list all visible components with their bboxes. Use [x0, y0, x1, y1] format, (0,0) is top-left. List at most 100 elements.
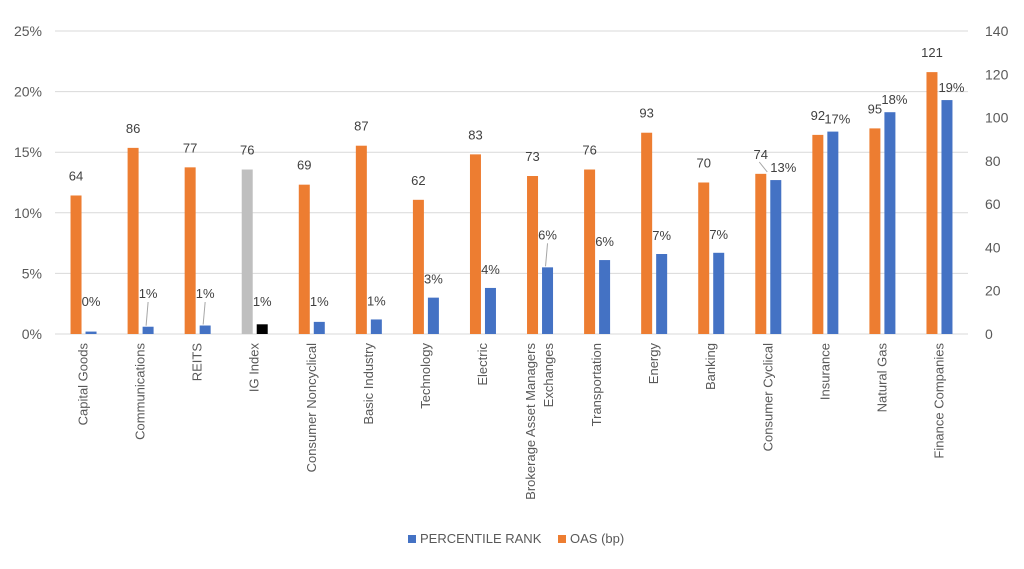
oas-bar — [469, 154, 481, 334]
oas-bar — [527, 176, 539, 334]
percentile-rank-bar — [370, 319, 382, 334]
percentile-rank-bar — [713, 252, 725, 334]
percentile-rank-data-label: 19% — [938, 80, 964, 95]
legend-label: PERCENTILE RANK — [420, 531, 542, 546]
legend-label: OAS (bp) — [570, 531, 624, 546]
category-label: Finance Companies — [931, 343, 946, 459]
category-label: Brokerage Asset Managers — [523, 343, 538, 500]
oas-bar — [812, 134, 824, 334]
percentile-rank-data-label: 1% — [310, 294, 329, 309]
percentile-rank-bar — [941, 100, 953, 334]
oas-bar — [70, 195, 82, 334]
percentile-rank-bar — [542, 267, 554, 334]
right-axis-tick-label: 120 — [985, 66, 1009, 82]
percentile-rank-bar — [142, 326, 154, 334]
oas-data-label: 74 — [754, 147, 768, 162]
percentile-rank-data-label: 1% — [139, 286, 158, 301]
category-label: REITS — [190, 343, 205, 382]
percentile-rank-bar — [313, 321, 325, 334]
category-label: Insurance — [817, 343, 832, 400]
oas-data-label: 76 — [240, 143, 254, 158]
percentile-rank-data-label: 7% — [652, 228, 671, 243]
category-label: IG Index — [247, 343, 262, 393]
category-label: Communications — [133, 343, 148, 440]
percentile-rank-data-label: 1% — [196, 286, 215, 301]
right-axis-tick-label: 0 — [985, 326, 993, 342]
oas-bar — [355, 145, 367, 334]
oas-data-label: 93 — [639, 106, 653, 121]
right-axis-tick-label: 40 — [985, 239, 1001, 255]
legend-swatch — [408, 535, 416, 543]
oas-bar — [926, 72, 938, 334]
percentile-rank-bar — [599, 260, 611, 334]
percentile-rank-bar — [256, 324, 268, 334]
oas-data-label: 69 — [297, 158, 311, 173]
right-axis-tick-label: 20 — [985, 283, 1001, 299]
oas-bar — [127, 147, 139, 334]
left-axis-tick-label: 20% — [14, 84, 42, 100]
percentile-rank-data-label: 6% — [538, 227, 557, 242]
percentile-rank-bar — [884, 112, 896, 334]
data-label-leader-line — [145, 301, 149, 326]
oas-data-label: 95 — [868, 101, 882, 116]
oas-bar — [184, 167, 196, 334]
oas-bar — [698, 182, 710, 334]
percentile-rank-data-label: 0% — [82, 294, 101, 309]
oas-data-label: 73 — [525, 149, 539, 164]
left-axis-tick-label: 15% — [14, 144, 42, 160]
left-axis-tick-label: 10% — [14, 205, 42, 221]
percentile-rank-data-label: 18% — [881, 92, 907, 107]
percentile-rank-data-label: 6% — [595, 234, 614, 249]
oas-data-label: 64 — [69, 168, 83, 183]
oas-data-label: 87 — [354, 119, 368, 134]
category-label: Exchanges — [541, 343, 556, 408]
category-label: Technology — [418, 343, 433, 409]
oas-bar — [241, 169, 253, 334]
oas-bar — [298, 184, 310, 334]
percentile-rank-data-label: 3% — [424, 272, 443, 287]
left-axis-tick-label: 25% — [14, 23, 42, 39]
category-label: Energy — [646, 343, 661, 385]
category-label: Consumer Noncyclical — [304, 343, 319, 472]
percentile-rank-bar — [484, 287, 496, 334]
category-label: Basic Industry — [361, 343, 376, 425]
left-axis-tick-label: 0% — [22, 326, 42, 342]
percentile-rank-data-label: 13% — [770, 160, 796, 175]
percentile-rank-bar — [770, 180, 782, 334]
right-axis-tick-label: 80 — [985, 153, 1001, 169]
percentile-rank-data-label: 17% — [824, 112, 850, 127]
right-axis-tick-label: 100 — [985, 110, 1009, 126]
oas-data-label: 70 — [696, 156, 710, 171]
percentile-rank-bar — [656, 254, 668, 334]
percentile-rank-data-label: 1% — [367, 293, 386, 308]
percentile-rank-data-label: 4% — [481, 262, 500, 277]
oas-bar — [869, 128, 881, 334]
oas-bar — [641, 132, 653, 334]
percentile-rank-bar — [827, 131, 839, 334]
oas-data-label: 83 — [468, 127, 482, 142]
percentile-rank-bar — [199, 325, 211, 334]
oas-data-label: 86 — [126, 121, 140, 136]
category-label: Capital Goods — [76, 343, 91, 426]
oas-data-label: 92 — [811, 108, 825, 123]
data-label-leader-line — [202, 301, 206, 325]
category-label: Electric — [475, 343, 490, 386]
category-label: Banking — [703, 343, 718, 390]
right-axis-tick-label: 140 — [985, 23, 1009, 39]
oas-data-label: 121 — [921, 45, 943, 60]
legend-swatch — [558, 535, 566, 543]
oas-bar — [584, 169, 596, 334]
oas-data-label: 77 — [183, 140, 197, 155]
oas-data-label: 62 — [411, 173, 425, 188]
oas-bar — [755, 173, 767, 334]
percentile-rank-bar — [427, 297, 439, 334]
category-label: Natural Gas — [874, 343, 889, 413]
data-label-leader-line — [758, 161, 768, 173]
category-label: Consumer Cyclical — [760, 343, 775, 451]
percentile-rank-data-label: 1% — [253, 294, 272, 309]
oas-bar — [412, 199, 424, 334]
percentile-rank-bar — [85, 331, 97, 334]
oas-data-label: 76 — [582, 143, 596, 158]
category-label: Transportation — [589, 343, 604, 426]
